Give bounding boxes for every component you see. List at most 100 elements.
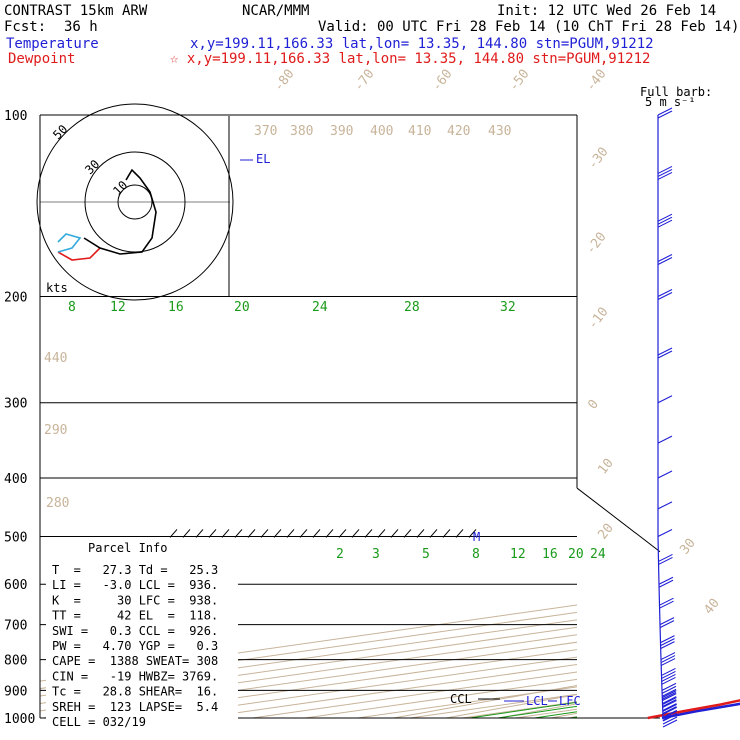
wind-barb <box>662 699 677 708</box>
wind-barb <box>662 693 677 702</box>
hatch-mark <box>325 529 334 538</box>
pressure-tick-label: 600 <box>4 578 27 593</box>
wind-barb <box>661 685 677 694</box>
mixing-ratio-line <box>497 705 577 718</box>
wind-barb <box>657 501 673 510</box>
wind-barb <box>660 638 675 647</box>
parcel-info-box <box>46 556 238 720</box>
wind-barb <box>657 289 673 298</box>
hatch-mark <box>351 529 360 538</box>
hatch-mark <box>468 529 477 538</box>
hatch-mark <box>221 529 230 538</box>
wind-barb <box>661 688 677 697</box>
hodograph-trace-upper <box>83 168 157 255</box>
hatch-mark <box>338 529 347 538</box>
wind-profile <box>657 107 678 728</box>
mixing-ratio-label: 32 <box>500 300 516 315</box>
dry-adiabat <box>445 694 577 718</box>
wind-barb <box>657 257 673 266</box>
wind-barb <box>662 709 677 718</box>
isotherm-line <box>462 701 577 718</box>
wind-barb <box>662 710 678 719</box>
isotherm-label: -10 <box>585 305 611 333</box>
wind-barb <box>657 470 673 479</box>
fcst-value: 36 h <box>64 19 98 35</box>
wind-barb <box>659 600 674 609</box>
pressure-tick-label: 1000 <box>4 712 35 727</box>
hatch-mark <box>169 529 178 538</box>
isotherm-label: 30 <box>677 536 698 558</box>
theta-label: 420 <box>447 124 470 139</box>
mixing-ratio-line <box>469 701 577 718</box>
isotherm-label: -30 <box>585 145 611 173</box>
wind-barb <box>657 171 673 180</box>
theta-label: 440 <box>44 351 67 366</box>
mixing-ratio-line <box>660 269 740 718</box>
isotherm-label: 20 <box>595 521 616 543</box>
mixing-ratio-line <box>645 269 740 718</box>
wind-barb <box>660 635 675 644</box>
dry-adiabat <box>498 703 577 718</box>
wind-barb <box>657 219 673 228</box>
wind-barb <box>662 719 678 728</box>
hodograph-background <box>41 116 229 296</box>
isotherm-label: 10 <box>595 456 616 478</box>
hatch-mark <box>299 529 308 538</box>
temperature-legend: Temperature <box>6 36 99 52</box>
temperature-profile-line <box>661 702 740 720</box>
wind-barb <box>662 696 677 705</box>
dry-adiabat <box>604 115 740 718</box>
parcel-info-title: Parcel Info <box>88 541 167 555</box>
wind-barb <box>659 597 674 606</box>
pressure-tick-label: 700 <box>4 619 27 634</box>
wind-barb <box>662 716 678 725</box>
wind-barb <box>662 706 677 715</box>
wind-barb <box>657 435 673 444</box>
hatch-mark <box>195 529 204 538</box>
isotherm-label: -20 <box>583 230 609 258</box>
mixing-ratio-line <box>602 269 740 718</box>
theta-label: 380 <box>290 124 313 139</box>
parcel-info-row: CIN = -19 HWBZ= 3769. <box>52 669 218 683</box>
isotherm-label: 40 <box>701 596 722 618</box>
hatch-mark <box>390 529 399 538</box>
wind-barb <box>657 350 673 359</box>
el-label: EL <box>256 152 270 166</box>
hatch-mark <box>247 529 256 538</box>
init-time: Init: 12 UTC Wed 26 Feb 14 <box>497 3 716 19</box>
hatch-mark <box>455 529 464 538</box>
isotherm-label: -40 <box>583 67 609 95</box>
model-title: CONTRAST 15km ARW <box>4 3 148 19</box>
wind-barb <box>662 703 677 712</box>
mixing-ratio-line <box>626 269 740 718</box>
org-label: NCAR/MMM <box>242 3 309 19</box>
mixing-ratio-label: 16 <box>168 300 184 315</box>
ccl-label: CCL <box>450 692 472 706</box>
mixing-ratio-line <box>674 269 740 718</box>
dry-adiabat <box>550 712 577 718</box>
parcel-info-row: T = 27.3 Td = 25.3 <box>52 563 218 577</box>
parcel-info-row: CAPE = 1388 SWEAT= 308 <box>52 654 218 668</box>
hodograph-trace-low <box>57 247 101 261</box>
hatch-mark <box>286 529 295 538</box>
wind-barb <box>657 168 673 177</box>
theta-label: 410 <box>408 124 431 139</box>
hatch-mark <box>208 529 217 538</box>
wind-barb <box>658 576 674 585</box>
isotherm-line <box>620 115 740 718</box>
mixing-ratio-label: 2 <box>336 547 344 562</box>
wind-barb <box>658 553 673 562</box>
hatch-mark <box>364 529 373 538</box>
hodograph-units-label: kts <box>46 281 68 295</box>
wind-barb <box>659 617 675 626</box>
wind-barb <box>662 713 678 722</box>
parcel-info-row: SREH = 123 LAPSE= 5.4 <box>52 700 218 714</box>
mixing-ratio-label: 12 <box>110 300 126 315</box>
theta-label: 430 <box>488 124 511 139</box>
pressure-tick-label: 800 <box>4 654 27 669</box>
wind-barb <box>657 395 673 404</box>
valid-time: Valid: 00 UTC Fri 28 Feb 14 (10 ChT Fri … <box>318 19 739 35</box>
chart-series <box>647 699 740 720</box>
mixing-ratio-label: 3 <box>372 547 380 562</box>
